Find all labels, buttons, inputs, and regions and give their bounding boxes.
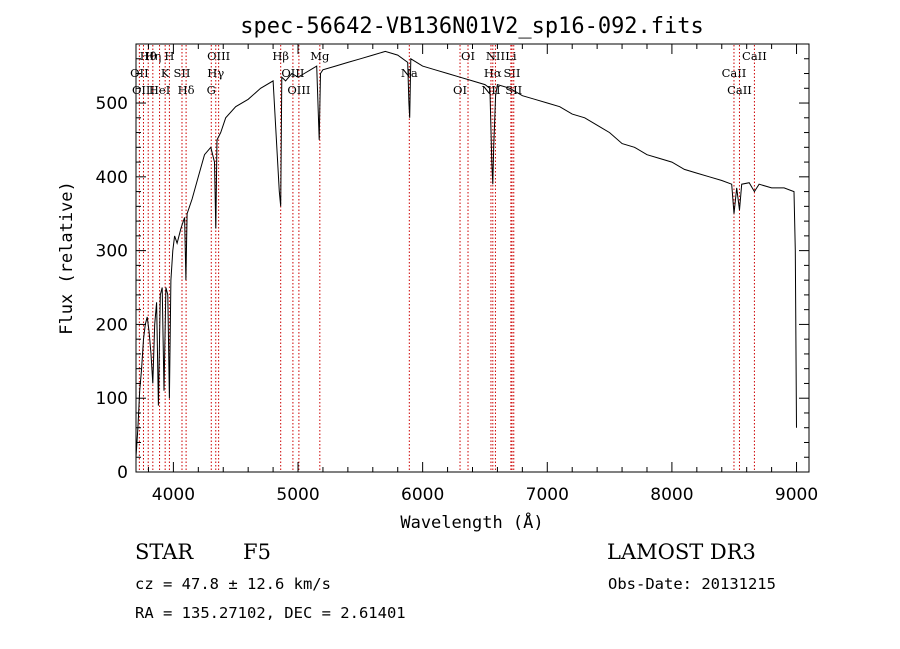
line-label-22: SII — [504, 66, 521, 80]
line-label-13: OIII — [281, 66, 304, 80]
y-axis-label: Flux (relative) — [57, 181, 77, 335]
line-label-26: CaII — [727, 83, 752, 97]
x-tick-label-5: 9000 — [775, 485, 818, 505]
object-class: STAR — [135, 540, 194, 564]
line-label-5: HeI — [149, 83, 170, 97]
y-tick-label-4: 400 — [96, 168, 128, 188]
line-label-19: Hα — [484, 66, 502, 80]
line-label-1: OII — [130, 66, 149, 80]
line-label-11: G — [207, 83, 216, 97]
line-label-18: OI — [461, 49, 475, 63]
survey-name: LAMOST DR3 — [607, 540, 756, 564]
line-label-8: Hδ — [178, 83, 195, 97]
radial-velocity: cz = 47.8 ± 12.6 km/s — [135, 575, 331, 593]
spectral-line-markers: HθOIIOIIIHηKHeIHSIIHδOIIIHγGHβOIIIOIIIMg… — [130, 45, 767, 471]
y-tick-label-3: 300 — [96, 242, 128, 262]
line-label-15: Mg — [310, 49, 330, 63]
y-tick-label-1: 100 — [96, 389, 128, 409]
line-label-2: OIII — [132, 83, 155, 97]
y-tick-label-5: 500 — [96, 94, 128, 114]
x-tick-label-4: 8000 — [650, 485, 693, 505]
series-line-0 — [135, 50, 797, 458]
y-tick-label-0: 0 — [117, 463, 128, 483]
y-axis-ticks: 0 100 200 300 400 500 — [96, 43, 809, 483]
line-label-27: CaII — [742, 49, 767, 63]
line-label-24: Li — [505, 49, 517, 63]
x-axis-ticks: 4000 5000 6000 7000 8000 9000 — [147, 44, 818, 505]
x-tick-label-2: 6000 — [401, 485, 444, 505]
line-label-17: OI — [453, 83, 467, 97]
series-layer — [135, 50, 797, 458]
x-tick-label-3: 7000 — [526, 485, 569, 505]
line-label-6: H — [164, 49, 174, 63]
line-label-4: K — [161, 66, 170, 80]
line-label-9: OIII — [207, 49, 230, 63]
x-tick-label-0: 4000 — [152, 485, 195, 505]
line-label-7: SII — [174, 66, 191, 80]
observation-date: Obs-Date: 20131215 — [608, 575, 776, 593]
object-subclass: F5 — [243, 540, 271, 564]
line-label-10: Hγ — [207, 66, 224, 80]
y-tick-label-2: 200 — [96, 315, 128, 335]
chart-title: spec-56642-VB136N01V2_sp16-092.fits — [240, 14, 704, 39]
line-label-16: Na — [401, 66, 418, 80]
line-label-14: OIII — [287, 83, 310, 97]
plot-frame — [135, 43, 810, 473]
line-label-3: Hη — [144, 49, 161, 63]
line-label-12: Hβ — [272, 49, 289, 63]
x-axis-label: Wavelength (Å) — [400, 511, 543, 533]
coordinates: RA = 135.27102, DEC = 2.61401 — [135, 604, 406, 622]
x-tick-label-1: 5000 — [276, 485, 319, 505]
line-label-25: CaII — [722, 66, 747, 80]
line-label-21: NII — [486, 49, 505, 63]
